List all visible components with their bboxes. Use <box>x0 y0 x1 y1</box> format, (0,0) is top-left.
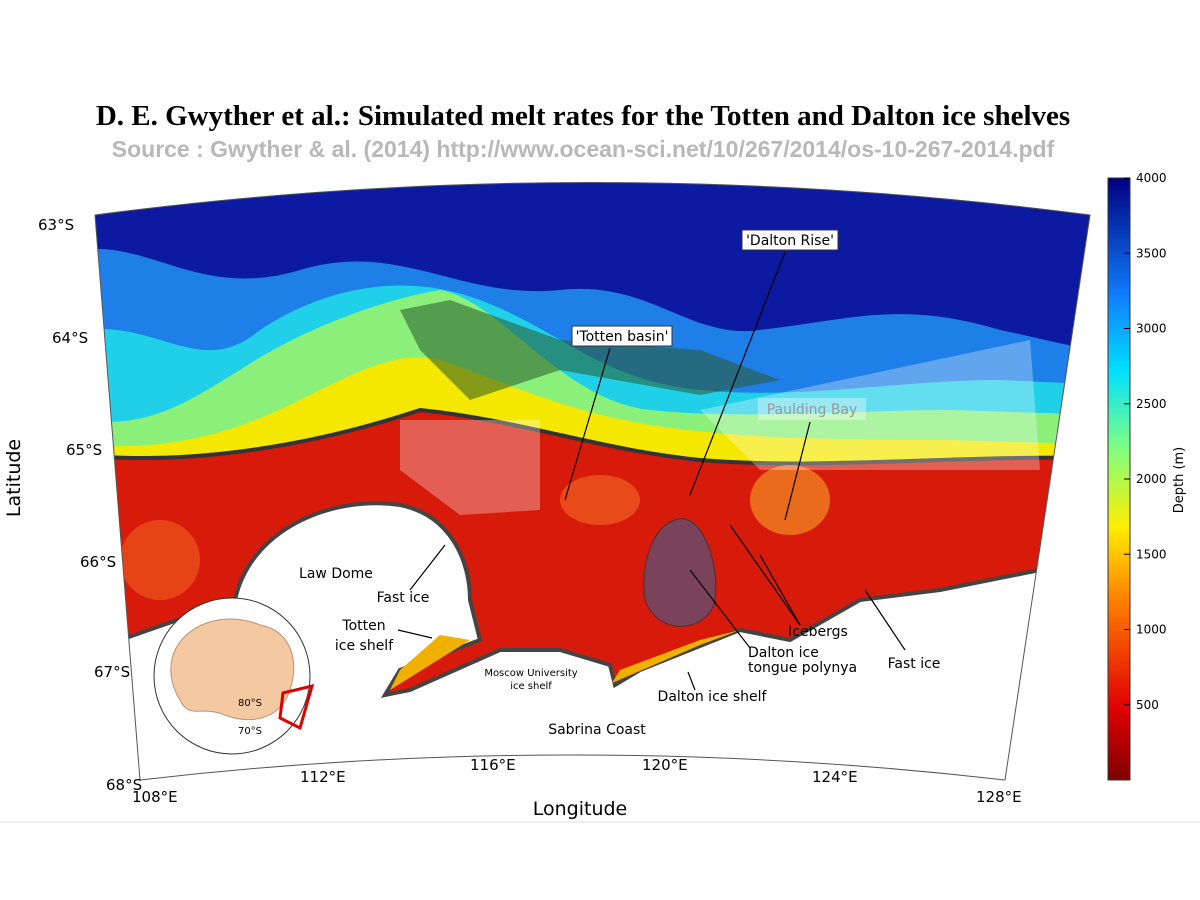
colorbar-tick-label: 3000 <box>1136 322 1167 336</box>
inset-label: 80°S <box>238 698 262 709</box>
lat-label: 63°S <box>38 216 74 234</box>
lat-label: 67°S <box>94 663 130 681</box>
annotation: Dalton ice shelf <box>658 689 768 705</box>
colorbar-tick-label: 3500 <box>1136 246 1167 260</box>
colorbar-tick-label: 4000 <box>1136 171 1167 185</box>
lon-label: 116°E <box>470 756 516 774</box>
x-axis-label: Longitude <box>533 798 628 820</box>
annotation: Fast ice <box>377 590 430 606</box>
y-axis-label: Latitude <box>3 439 25 517</box>
lon-labels: 108°E 112°E 116°E 120°E 124°E 128°E <box>132 756 1022 806</box>
lat-label: 64°S <box>52 329 88 347</box>
colorbar-tick-label: 1500 <box>1136 547 1167 561</box>
annotation: Fast ice <box>888 656 941 672</box>
inset: 80°S 70°S <box>153 597 315 755</box>
annotation: Sabrina Coast <box>548 722 646 738</box>
annotation: Law Dome <box>299 566 373 582</box>
colorbar-tick-label: 500 <box>1136 698 1159 712</box>
annotation: ice shelf <box>510 681 552 692</box>
annotation: Dalton ice <box>748 645 819 661</box>
annotation: Icebergs <box>788 624 848 640</box>
annotation: Paulding Bay <box>767 402 858 418</box>
colorbar-tick-label: 1000 <box>1136 623 1167 637</box>
colorbar-tick-label: 2000 <box>1136 472 1167 486</box>
lon-label: 124°E <box>812 768 858 786</box>
annotation: 'Totten basin' <box>576 329 669 345</box>
map-frame <box>94 182 1091 781</box>
annotation: Moscow University <box>484 668 577 679</box>
lat-label: 68°S <box>106 776 142 794</box>
colorbar-tick-label: 2500 <box>1136 397 1167 411</box>
depth-map <box>95 182 1090 780</box>
inset-label: 70°S <box>238 726 262 737</box>
source: Source : Gwyther & al. (2014) http://www… <box>112 136 1055 162</box>
annotation: Totten <box>341 618 385 634</box>
lon-label: 120°E <box>642 756 688 774</box>
annotation: ice shelf <box>335 638 394 654</box>
lon-label: 128°E <box>976 788 1022 806</box>
lat-label: 66°S <box>80 553 116 571</box>
annotation: 'Dalton Rise' <box>746 233 834 249</box>
annotation: tongue polynya <box>748 660 857 676</box>
lat-label: 65°S <box>66 441 102 459</box>
lon-label: 108°E <box>132 788 178 806</box>
lon-label: 112°E <box>300 768 346 786</box>
lat-labels: 63°S 64°S 65°S 66°S 67°S 68°S <box>38 216 142 794</box>
colorbar-label: Depth (m) <box>1172 447 1187 514</box>
title: D. E. Gwyther et al.: Simulated melt rat… <box>96 100 1070 132</box>
annotations: 'Dalton Rise' 'Totten basin' Paulding Ba… <box>299 229 941 738</box>
